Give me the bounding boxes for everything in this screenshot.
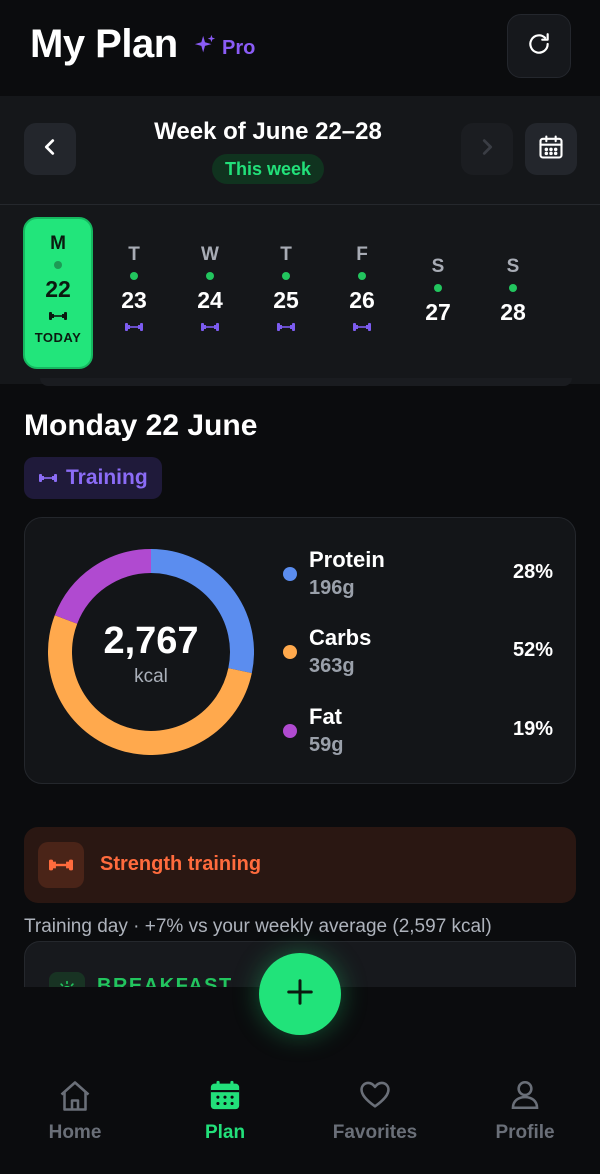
sparkle-icon bbox=[194, 34, 216, 62]
day-letter: F bbox=[356, 244, 368, 265]
nav-label: Home bbox=[48, 1122, 102, 1143]
refresh-button[interactable] bbox=[507, 14, 571, 78]
strength-training-label: Strength training bbox=[100, 853, 262, 875]
nav-item-favorites[interactable]: Favorites bbox=[315, 1078, 435, 1144]
dumbbell-icon bbox=[38, 466, 58, 490]
macro-percent: 28% bbox=[512, 561, 553, 583]
plus-icon bbox=[285, 977, 315, 1012]
this-week-badge: This week bbox=[212, 154, 324, 184]
day-heading: Monday 22 June bbox=[24, 409, 258, 442]
pro-label: Pro bbox=[222, 36, 256, 59]
day-number: 28 bbox=[500, 299, 526, 325]
carbs-dot bbox=[283, 645, 297, 659]
day-saturday[interactable]: S 27 bbox=[404, 256, 472, 325]
nav-item-home[interactable]: Home bbox=[15, 1078, 135, 1144]
day-friday[interactable]: F 26 bbox=[328, 244, 396, 333]
training-chip: Training bbox=[24, 457, 162, 499]
panel-divider bbox=[0, 204, 600, 205]
day-number: 25 bbox=[273, 287, 299, 313]
macro-grams: 59g bbox=[309, 734, 344, 756]
nav-item-plan[interactable]: Plan bbox=[165, 1078, 285, 1144]
day-tuesday[interactable]: T 23 bbox=[100, 244, 168, 333]
macro-card: 2,767 kcal Protein 196g 28% Carbs 363g 5… bbox=[24, 517, 576, 784]
day-wednesday[interactable]: W 24 bbox=[176, 244, 244, 333]
macro-donut-chart bbox=[48, 549, 254, 755]
day-number: 26 bbox=[349, 287, 375, 313]
page-title: My Plan bbox=[30, 22, 178, 66]
nav-label: Plan bbox=[204, 1122, 246, 1143]
today-label: TODAY bbox=[34, 330, 82, 345]
dumbbell-icon bbox=[100, 321, 168, 333]
day-letter: M bbox=[50, 233, 66, 254]
pro-badge: Pro bbox=[194, 34, 255, 62]
training-note: Training day · +7% vs your weekly averag… bbox=[24, 916, 492, 937]
protein-dot bbox=[283, 567, 297, 581]
donut-segment-protein bbox=[150, 549, 254, 674]
dumbbell-icon bbox=[38, 842, 84, 888]
calendar-button[interactable] bbox=[525, 123, 577, 175]
status-dot bbox=[509, 284, 517, 292]
week-panel: Week of June 22–28 This week M 22 TODAY bbox=[0, 96, 600, 384]
status-dot bbox=[434, 284, 442, 292]
status-dot bbox=[130, 272, 138, 280]
day-number: 24 bbox=[197, 287, 223, 313]
macro-name: Fat bbox=[309, 704, 342, 729]
macro-percent: 19% bbox=[512, 718, 553, 740]
status-dot bbox=[282, 272, 290, 280]
fat-dot bbox=[283, 724, 297, 738]
dumbbell-icon bbox=[25, 310, 91, 322]
macro-grams: 363g bbox=[309, 655, 355, 677]
dumbbell-icon bbox=[328, 321, 396, 333]
macro-row-fat: Fat 59g 19% bbox=[283, 702, 563, 762]
home-icon bbox=[15, 1078, 135, 1114]
week-title: Week of June 22–28 bbox=[154, 118, 382, 145]
day-monday[interactable]: M 22 TODAY bbox=[23, 217, 93, 369]
macro-name: Carbs bbox=[309, 625, 372, 650]
calendar-icon bbox=[165, 1078, 285, 1114]
day-number: 27 bbox=[425, 299, 451, 325]
day-letter: S bbox=[431, 256, 445, 277]
macro-row-carbs: Carbs 363g 52% bbox=[283, 623, 563, 683]
nav-label: Favorites bbox=[332, 1122, 418, 1143]
kcal-value: 2,767 bbox=[103, 620, 199, 662]
day-number: 22 bbox=[45, 276, 71, 302]
app-header: My Plan Pro bbox=[0, 0, 600, 96]
macro-percent: 52% bbox=[512, 639, 553, 661]
nav-label: Profile bbox=[495, 1122, 555, 1143]
refresh-icon bbox=[526, 31, 552, 62]
chevron-right-icon bbox=[476, 136, 498, 163]
macro-row-protein: Protein 196g 28% bbox=[283, 545, 563, 605]
day-thursday[interactable]: T 25 bbox=[252, 244, 320, 333]
chevron-left-icon bbox=[39, 136, 61, 163]
macro-grams: 196g bbox=[309, 577, 355, 599]
day-letter: S bbox=[506, 256, 520, 277]
next-week-button[interactable] bbox=[461, 123, 513, 175]
day-letter: T bbox=[280, 244, 292, 265]
day-number: 23 bbox=[121, 287, 147, 313]
day-sunday[interactable]: S 28 bbox=[479, 256, 547, 325]
card-edge bbox=[40, 378, 572, 386]
previous-week-button[interactable] bbox=[24, 123, 76, 175]
calendar-icon bbox=[537, 133, 565, 166]
macro-name: Protein bbox=[309, 547, 385, 572]
person-icon bbox=[465, 1078, 585, 1114]
day-letter: W bbox=[201, 244, 219, 265]
training-chip-label: Training bbox=[66, 466, 148, 489]
dumbbell-icon bbox=[176, 321, 244, 333]
kcal-unit: kcal bbox=[134, 666, 168, 687]
add-button[interactable] bbox=[259, 953, 341, 1035]
status-dot bbox=[54, 261, 62, 269]
donut-segment-carbs bbox=[48, 615, 252, 755]
heart-icon bbox=[315, 1078, 435, 1114]
nav-item-profile[interactable]: Profile bbox=[465, 1078, 585, 1144]
day-letter: T bbox=[128, 244, 140, 265]
status-dot bbox=[206, 272, 214, 280]
strength-training-card[interactable]: Strength training bbox=[24, 827, 576, 903]
dumbbell-icon bbox=[252, 321, 320, 333]
status-dot bbox=[358, 272, 366, 280]
donut-segment-fat bbox=[54, 549, 152, 625]
